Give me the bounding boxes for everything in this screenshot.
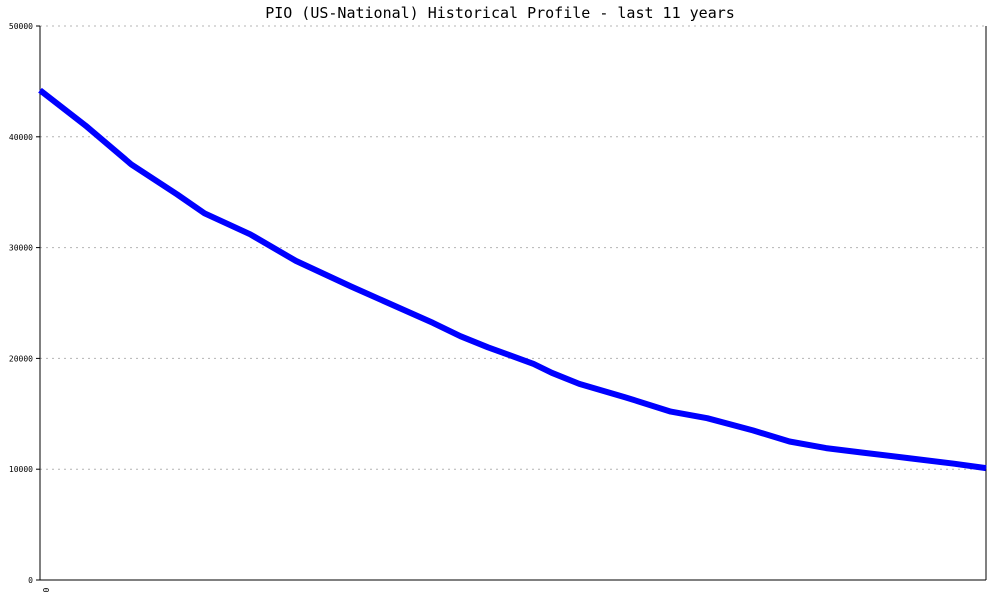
data-point <box>350 285 352 287</box>
data-point <box>459 335 461 337</box>
x-tick-label: 0 <box>41 588 50 593</box>
data-point <box>295 260 297 262</box>
data-point <box>249 233 251 235</box>
data-point <box>487 346 489 348</box>
data-point <box>176 193 178 195</box>
y-tick-label: 20000 <box>9 354 33 363</box>
data-point <box>204 212 205 214</box>
chart-title: PIO (US-National) Historical Profile - l… <box>265 4 735 22</box>
data-point <box>789 441 790 442</box>
data-point <box>533 363 535 365</box>
y-tick-label: 30000 <box>9 244 33 253</box>
data-point <box>752 429 754 431</box>
data-point <box>825 447 827 449</box>
x-tick-labels: 0 <box>41 588 50 593</box>
data-point <box>953 463 955 465</box>
data-point <box>432 322 434 324</box>
series-group <box>38 87 987 472</box>
y-tick-label: 50000 <box>9 22 33 31</box>
data-point <box>130 164 132 165</box>
gridlines <box>40 25 986 470</box>
data-point <box>985 467 987 469</box>
y-tick-label: 40000 <box>9 133 33 142</box>
y-tick-labels: 0 10000 20000 30000 40000 50000 <box>9 22 40 585</box>
data-point <box>39 89 41 91</box>
y-tick-label: 0 <box>28 576 33 585</box>
data-point <box>624 396 626 398</box>
data-point <box>578 383 580 385</box>
data-point <box>670 411 672 413</box>
data-point <box>706 417 708 419</box>
y-tick-label: 10000 <box>9 465 33 474</box>
data-point <box>551 372 553 374</box>
data-point <box>907 457 909 459</box>
data-point <box>862 452 864 454</box>
data-point <box>85 125 87 127</box>
axes <box>39 26 987 581</box>
series-line-0 <box>38 87 987 472</box>
